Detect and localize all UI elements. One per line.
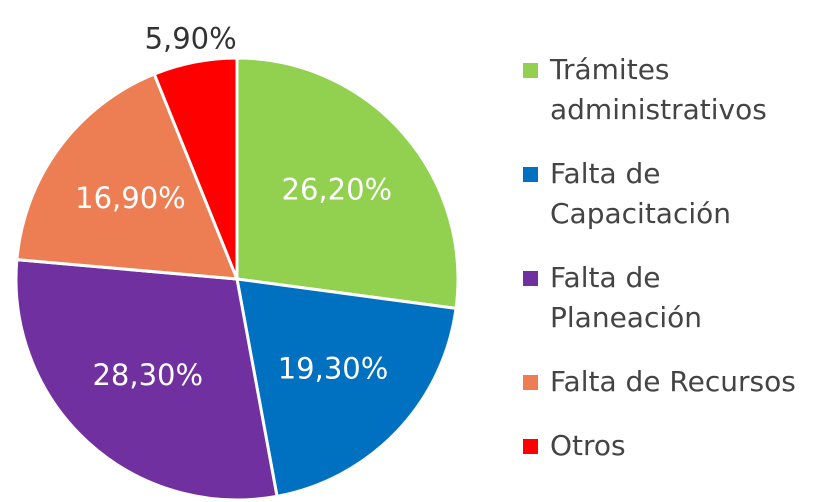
legend-item: Falta de Capacitación [523,154,813,234]
legend-item: Falta de Planeación [523,258,813,338]
data-label: 28,30% [92,358,203,392]
legend-label: Otros [550,429,626,462]
legend-swatch [523,439,538,454]
legend-swatch [523,167,538,182]
pie-slice [235,277,458,499]
pie-slice [152,56,239,280]
legend-swatch [523,271,538,286]
pie-slice [14,257,279,502]
data-label: 16,90% [75,181,186,215]
legend-item: Trámites administrativos [523,50,813,130]
legend: Trámites administrativos Falta de Capacit… [523,50,813,490]
legend-label: Falta de Capacitación [550,157,732,230]
legend-swatch [523,375,538,390]
data-label: 19,30% [278,351,389,385]
data-label: 5,90% [145,21,237,55]
legend-label: Trámites administrativos [550,53,767,126]
legend-label: Falta de Planeación [550,261,703,334]
legend-label: Falta de Recursos [550,365,796,398]
pie-slice [235,56,460,311]
chart: 26,20% 19,30% 28,30% 16,90% 5,90% [14,21,460,502]
data-label: 26,20% [282,173,393,207]
legend-swatch [523,63,538,78]
legend-item: Falta de Recursos [523,362,813,402]
pie-slice [15,72,240,281]
legend-item: Otros [523,426,813,466]
